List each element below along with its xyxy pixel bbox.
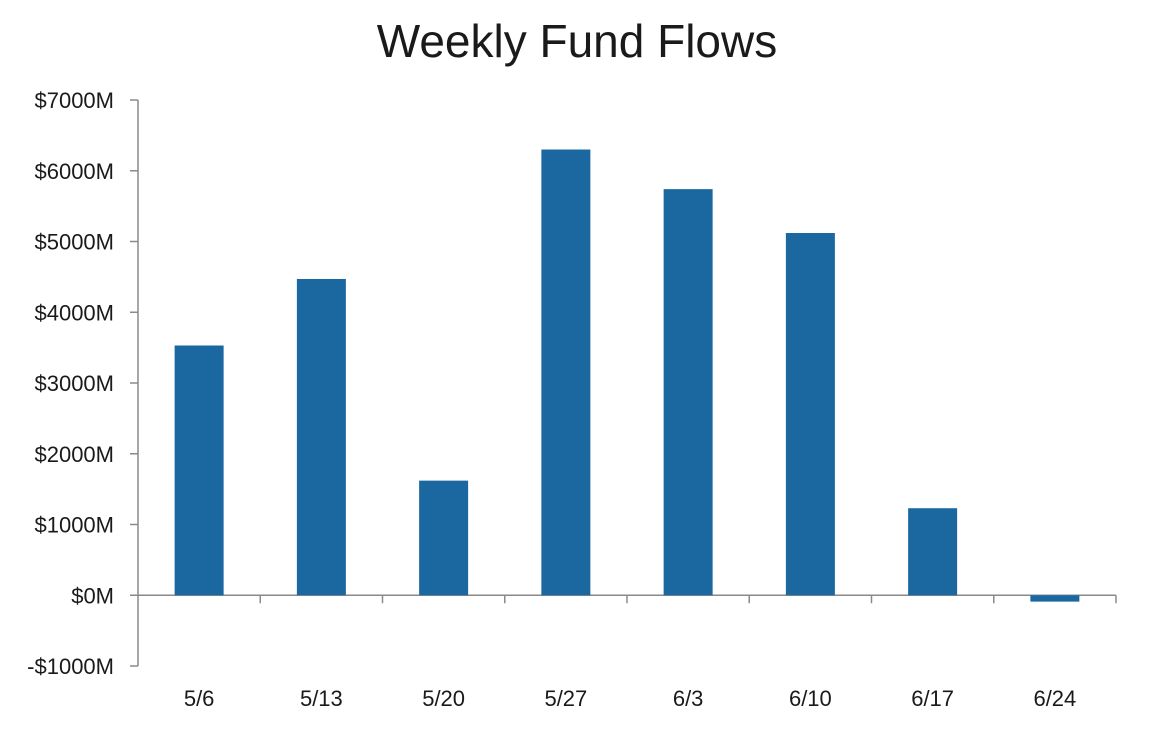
x-tick-label: 5/6	[184, 686, 215, 711]
y-tick-label: $5000M	[34, 230, 114, 255]
x-tick-label: 6/10	[789, 686, 832, 711]
tick-labels: -$1000M $0M $1000M $2000M $3000M $4000M $5000M…	[27, 88, 1076, 711]
y-tick-label: $4000M	[34, 300, 114, 325]
bar-6-10	[785, 233, 835, 596]
y-tick-label: $3000M	[34, 371, 114, 396]
bars	[174, 149, 1080, 602]
bar-5-13	[296, 278, 346, 596]
y-tick-label: $1000M	[34, 513, 114, 538]
x-tick-label: 5/20	[422, 686, 465, 711]
bar-6-3	[663, 189, 713, 596]
bar-5-27	[541, 149, 591, 596]
bar-6-24	[1030, 595, 1080, 602]
axes	[130, 99, 1117, 667]
y-tick-label: $7000M	[34, 88, 114, 113]
y-tick-label: -$1000M	[27, 654, 114, 679]
chart-title: Weekly Fund Flows	[376, 15, 778, 67]
y-tick-label: $0M	[71, 583, 114, 608]
x-tick-label: 6/3	[673, 686, 704, 711]
bar-5-20	[419, 480, 469, 596]
y-tick-label: $2000M	[34, 442, 114, 467]
bar-5-6	[174, 345, 224, 596]
x-tick-label: 5/13	[300, 686, 343, 711]
x-tick-label: 6/17	[911, 686, 954, 711]
bar-6-17	[908, 508, 958, 596]
y-tick-label: $6000M	[34, 159, 114, 184]
x-tick-label: 5/27	[544, 686, 587, 711]
x-tick-label: 6/24	[1033, 686, 1076, 711]
